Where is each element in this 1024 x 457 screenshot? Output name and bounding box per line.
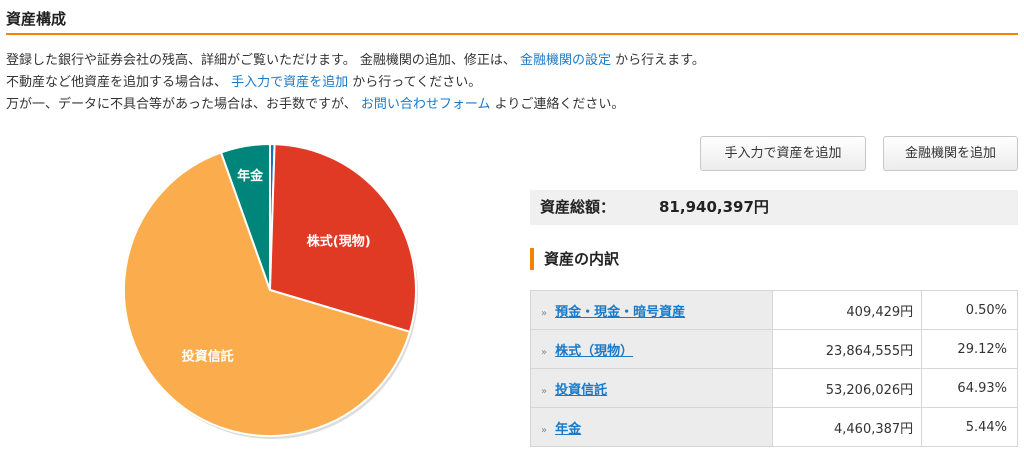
intro-line-2: 不動産など他資産を追加する場合は、 手入力で資産を追加 から行ってください。 bbox=[6, 72, 1018, 94]
intro-text: 登録した銀行や証券会社の残高、詳細がご覧いただけます。 金融機関の追加、修正は、… bbox=[6, 50, 1018, 116]
intro-line-3: 万が一、データに不具合等があった場合は、お手数ですが、 お問い合わせフォーム よ… bbox=[6, 94, 1018, 116]
breakdown-heading: 資産の内訳 bbox=[530, 248, 619, 270]
page-title: 資産構成 bbox=[6, 10, 67, 28]
category-cell: » 預金・現金・暗号資産 bbox=[530, 290, 773, 330]
asset-pie-chart: 株式(現物) 投資信託 年金 bbox=[118, 140, 428, 450]
pie-slice[interactable] bbox=[219, 142, 271, 291]
section-header: 資産構成 bbox=[6, 4, 1018, 35]
chevron-down-icon[interactable]: » bbox=[541, 385, 548, 397]
intro-line-3-tail: よりご連絡ください。 bbox=[490, 97, 625, 112]
pie-slice[interactable] bbox=[268, 143, 417, 334]
category-cell: » 投資信託 bbox=[530, 368, 773, 408]
intro-line-1-tail: から行えます。 bbox=[610, 53, 705, 68]
chevron-down-icon[interactable]: » bbox=[541, 346, 548, 358]
contact-form-link[interactable]: お問い合わせフォーム bbox=[360, 97, 491, 112]
table-row: » 年金 4,460,387円 5.44% bbox=[530, 407, 1018, 447]
pie-chart-svg: 株式(現物) 投資信託 年金 bbox=[123, 142, 418, 439]
total-assets-box: 資産総額： 81,940,397円 bbox=[530, 190, 1018, 225]
institution-settings-link[interactable]: 金融機関の設定 bbox=[519, 53, 611, 68]
amount-cell: 4,460,387円 bbox=[771, 407, 923, 447]
percent-cell: 5.44% bbox=[921, 407, 1018, 447]
manual-asset-link[interactable]: 手入力で資産を追加 bbox=[231, 75, 349, 90]
category-link-pension[interactable]: 年金 bbox=[555, 421, 582, 437]
chevron-down-icon[interactable]: » bbox=[541, 424, 548, 436]
pie-slice[interactable] bbox=[123, 151, 412, 437]
category-link-stocks[interactable]: 株式（現物） bbox=[555, 343, 634, 359]
pie-slice-label: 株式(現物) bbox=[307, 233, 371, 249]
percent-cell: 29.12% bbox=[921, 329, 1018, 369]
table-row: » 投資信託 53,206,026円 64.93% bbox=[530, 368, 1018, 408]
pie-slice-label: 年金 bbox=[237, 168, 264, 184]
intro-line-2-tail: から行ってください。 bbox=[348, 75, 482, 90]
intro-line-1: 登録した銀行や証券会社の残高、詳細がご覧いただけます。 金融機関の追加、修正は、… bbox=[6, 50, 1018, 72]
total-assets-label: 資産総額： bbox=[540, 198, 616, 216]
intro-line-2-text: 不動産など他資産を追加する場合は、 bbox=[6, 75, 232, 90]
table-row: » 株式（現物） 23,864,555円 29.12% bbox=[530, 329, 1018, 369]
amount-cell: 53,206,026円 bbox=[771, 368, 923, 408]
table-row: » 預金・現金・暗号資産 409,429円 0.50% bbox=[530, 290, 1018, 330]
chevron-down-icon[interactable]: » bbox=[541, 307, 548, 319]
category-link-funds[interactable]: 投資信託 bbox=[555, 382, 608, 398]
asset-breakdown-table: » 預金・現金・暗号資産 409,429円 0.50% » 株式（現物） 23,86… bbox=[530, 290, 1018, 447]
add-manual-asset-button[interactable]: 手入力で資産を追加 bbox=[700, 136, 866, 171]
category-cell: » 株式（現物） bbox=[530, 329, 773, 369]
category-link-deposits[interactable]: 預金・現金・暗号資産 bbox=[555, 304, 686, 320]
intro-line-3-text: 万が一、データに不具合等があった場合は、お手数ですが、 bbox=[6, 97, 361, 112]
total-assets-value: 81,940,397円 bbox=[659, 198, 769, 216]
amount-cell: 23,864,555円 bbox=[771, 329, 923, 369]
percent-cell: 64.93% bbox=[921, 368, 1018, 408]
percent-cell: 0.50% bbox=[921, 290, 1018, 330]
intro-line-1-text: 登録した銀行や証券会社の残高、詳細がご覧いただけます。 金融機関の追加、修正は、 bbox=[6, 53, 520, 68]
add-institution-button[interactable]: 金融機関を追加 bbox=[883, 136, 1018, 171]
category-cell: » 年金 bbox=[530, 407, 773, 447]
amount-cell: 409,429円 bbox=[771, 290, 923, 330]
pie-slice-label: 投資信託 bbox=[182, 349, 234, 365]
